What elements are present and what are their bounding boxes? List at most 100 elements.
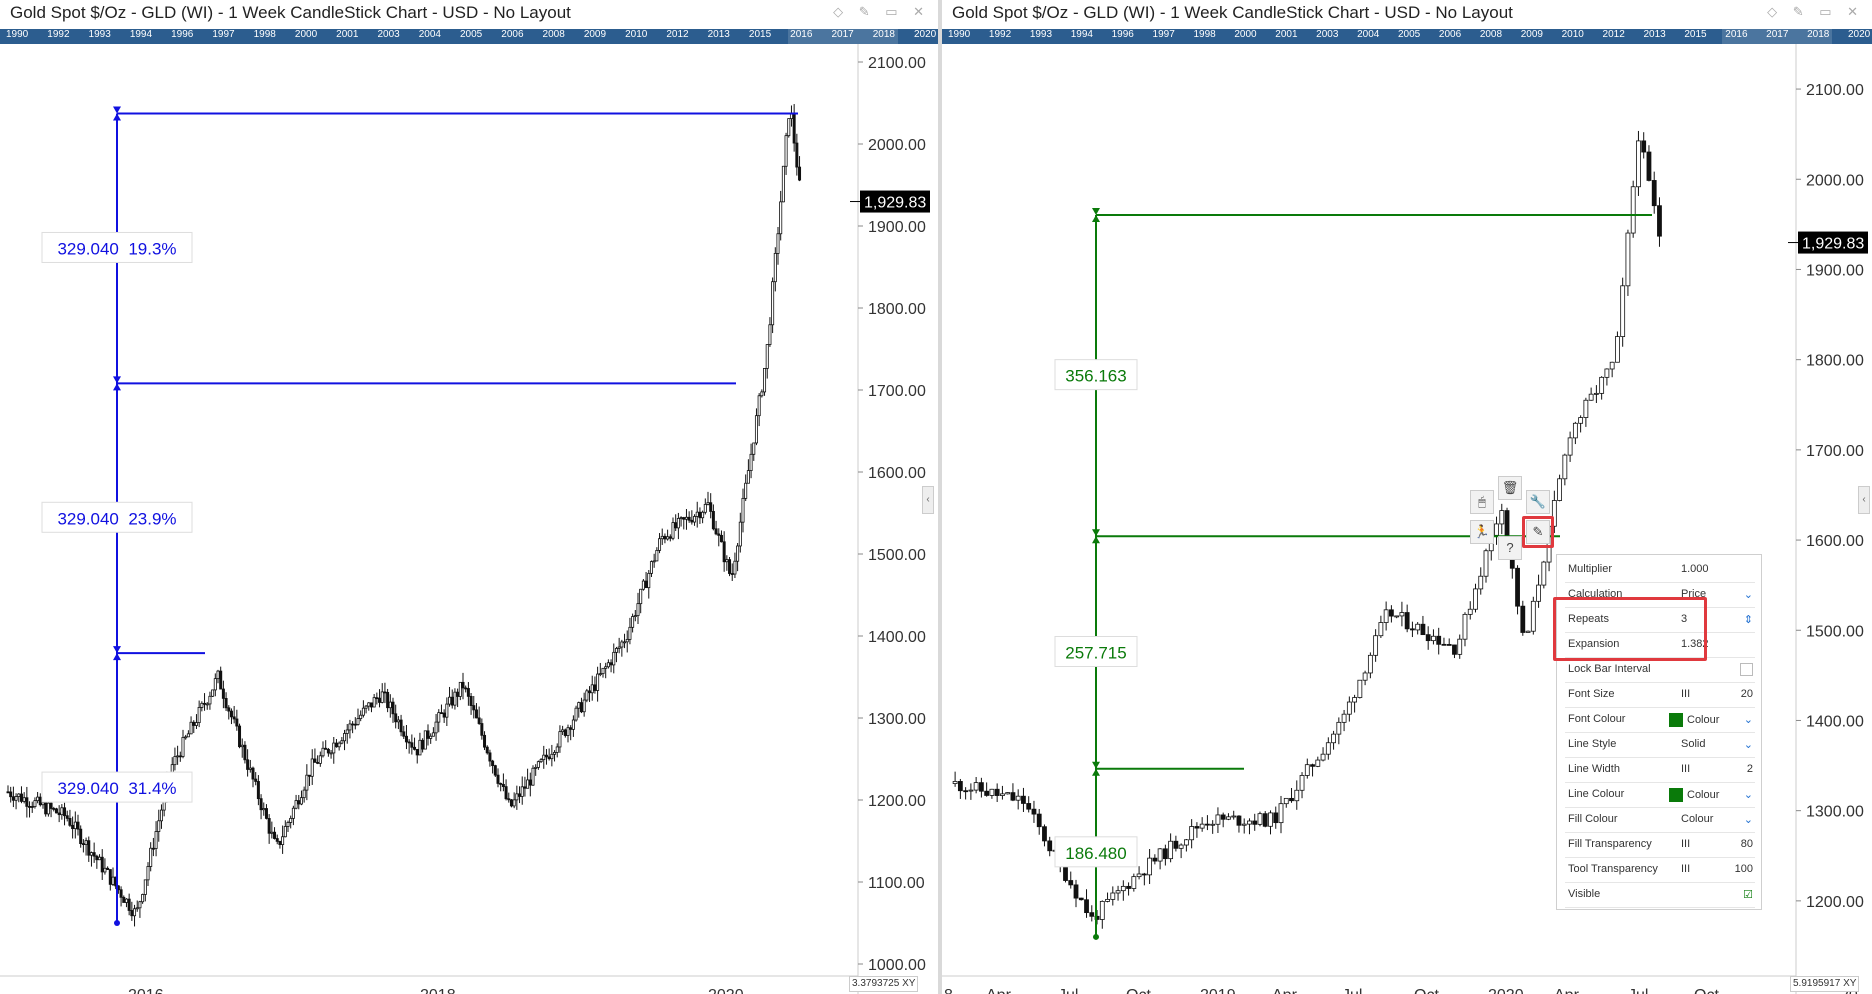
candle: [92, 842, 96, 863]
checkbox-wrap[interactable]: [1740, 663, 1753, 679]
colour-swatch[interactable]: [1669, 713, 1683, 727]
property-value[interactable]: Colour: [1669, 788, 1719, 802]
candle-body: [437, 712, 441, 723]
xy-icon[interactable]: XY: [902, 978, 916, 989]
candle: [76, 814, 80, 836]
checkbox-checked-icon[interactable]: ☑: [1743, 889, 1753, 901]
help-icon[interactable]: ?: [1498, 536, 1522, 560]
candle-body: [1457, 638, 1463, 655]
chart-right-svg[interactable]: 1200.00 1300.00 1400.00 1500.00 1600.00 1700.…: [942, 0, 1872, 994]
panel-divider[interactable]: [938, 0, 942, 994]
candle: [744, 474, 748, 502]
property-row[interactable]: Tool Transparency III 100: [1565, 857, 1755, 883]
properties-panel: Multiplier 1.000 Calculation Price ⌄ Repeats 3…: [1556, 554, 1762, 910]
candle: [555, 743, 559, 758]
candle: [679, 516, 683, 527]
timeline-selection[interactable]: [788, 29, 898, 44]
property-value[interactable]: Colour: [1681, 813, 1714, 825]
candle: [1120, 880, 1126, 901]
candle: [574, 705, 578, 722]
collapse-right-tab[interactable]: ‹: [1858, 486, 1870, 514]
candle-body: [216, 670, 220, 680]
property-row[interactable]: Font Size III 20: [1565, 682, 1755, 708]
property-value[interactable]: III: [1681, 688, 1691, 700]
xy-icon[interactable]: XY: [1843, 978, 1857, 989]
property-row[interactable]: Lock Bar Interval: [1565, 657, 1755, 683]
candle: [294, 794, 298, 810]
property-row[interactable]: Line Colour Colour ⌄: [1565, 782, 1755, 808]
property-number[interactable]: 100: [1734, 863, 1753, 875]
candle-body: [628, 626, 632, 640]
candle: [316, 755, 320, 765]
timeline-year: 1996: [171, 29, 194, 40]
property-row[interactable]: Line Width III 2: [1565, 757, 1755, 783]
property-number[interactable]: 2: [1746, 763, 1753, 775]
candle: [493, 764, 497, 777]
candle: [68, 809, 72, 827]
property-value[interactable]: 1.382: [1681, 638, 1709, 650]
x-tick-label: 2016: [128, 987, 164, 994]
candle: [504, 779, 508, 801]
checkbox[interactable]: [1740, 663, 1753, 676]
property-value[interactable]: Solid: [1681, 738, 1706, 750]
candle-body: [1194, 826, 1200, 829]
chevron-down-icon[interactable]: ⌄: [1743, 714, 1753, 726]
candle: [281, 825, 285, 854]
chevron-down-icon[interactable]: ⌄: [1743, 814, 1753, 826]
timeline-scroller[interactable]: 1990 1992 1993 1994 1996 1997 1998 2000 2001 2003…: [0, 29, 938, 44]
timeline-scroller[interactable]: 1990 1992 1993 1994 1996 1997 1998 2000 2001 2003…: [942, 29, 1872, 44]
property-row[interactable]: Font Colour Colour ⌄: [1565, 707, 1755, 733]
candle-body: [103, 867, 107, 873]
property-row[interactable]: Fill Colour Colour ⌄: [1565, 807, 1755, 833]
property-value[interactable]: Colour: [1669, 713, 1719, 727]
property-number[interactable]: 80: [1740, 838, 1753, 850]
candle-body: [76, 821, 80, 830]
property-value[interactable]: 1.000: [1681, 563, 1709, 575]
candle-body: [17, 793, 21, 797]
property-value[interactable]: III: [1681, 863, 1691, 875]
window-controls[interactable]: ◇ ✎ ▭ ✕: [1767, 4, 1864, 19]
candle: [1162, 844, 1168, 866]
runner-icon[interactable]: 🏃: [1470, 520, 1494, 544]
candle: [542, 745, 546, 769]
property-number[interactable]: 20: [1740, 688, 1753, 700]
wrench-icon[interactable]: 🔧: [1526, 490, 1550, 514]
colour-swatch[interactable]: [1669, 788, 1683, 802]
property-value[interactable]: 3: [1681, 613, 1688, 625]
pencil-icon[interactable]: ✎: [1526, 520, 1550, 544]
property-value[interactable]: III: [1681, 763, 1691, 775]
spinner-icon[interactable]: ⇕: [1743, 614, 1753, 626]
candle: [367, 702, 371, 711]
property-row[interactable]: Fill Transparency III 80: [1565, 832, 1755, 858]
timeline-selection[interactable]: [1722, 29, 1832, 44]
collapse-left-tab[interactable]: ‹: [922, 486, 934, 514]
candle: [1478, 567, 1484, 595]
mouse-icon[interactable]: 🖱: [1470, 490, 1494, 514]
candle-body: [159, 809, 163, 822]
chart-left-svg[interactable]: 1000.00 1100.00 1200.00 1300.00 1400.00 1500.…: [0, 0, 938, 994]
candle-body: [639, 588, 643, 605]
candle: [1078, 897, 1084, 901]
candle-body: [566, 727, 570, 736]
window-controls[interactable]: ◇ ✎ ▭ ✕: [833, 4, 930, 19]
candle-body: [520, 786, 524, 797]
trash-icon[interactable]: 🗑: [1498, 476, 1522, 500]
property-value[interactable]: III: [1681, 838, 1691, 850]
chevron-down-icon[interactable]: ⌄: [1743, 789, 1753, 801]
candle-body: [528, 779, 532, 786]
candle: [157, 809, 161, 842]
chart-panel-right: Gold Spot $/Oz - GLD (WI) - 1 Week Candl…: [942, 0, 1872, 994]
chevron-down-icon[interactable]: ⌄: [1743, 739, 1753, 751]
candle: [1026, 796, 1032, 813]
property-row[interactable]: Visible ☑: [1565, 882, 1755, 908]
property-row[interactable]: Multiplier 1.000: [1565, 557, 1755, 583]
candle-body: [149, 847, 153, 867]
timeline-year: 2003: [1316, 29, 1339, 40]
chevron-down-icon[interactable]: ⌄: [1743, 589, 1753, 601]
candle-body: [531, 767, 535, 786]
candle: [299, 790, 303, 806]
property-row[interactable]: Expansion 1.382: [1565, 632, 1755, 658]
property-row[interactable]: Repeats 3 ⇕: [1565, 607, 1755, 633]
candle-body: [106, 867, 110, 870]
property-row[interactable]: Line Style Solid ⌄: [1565, 732, 1755, 758]
